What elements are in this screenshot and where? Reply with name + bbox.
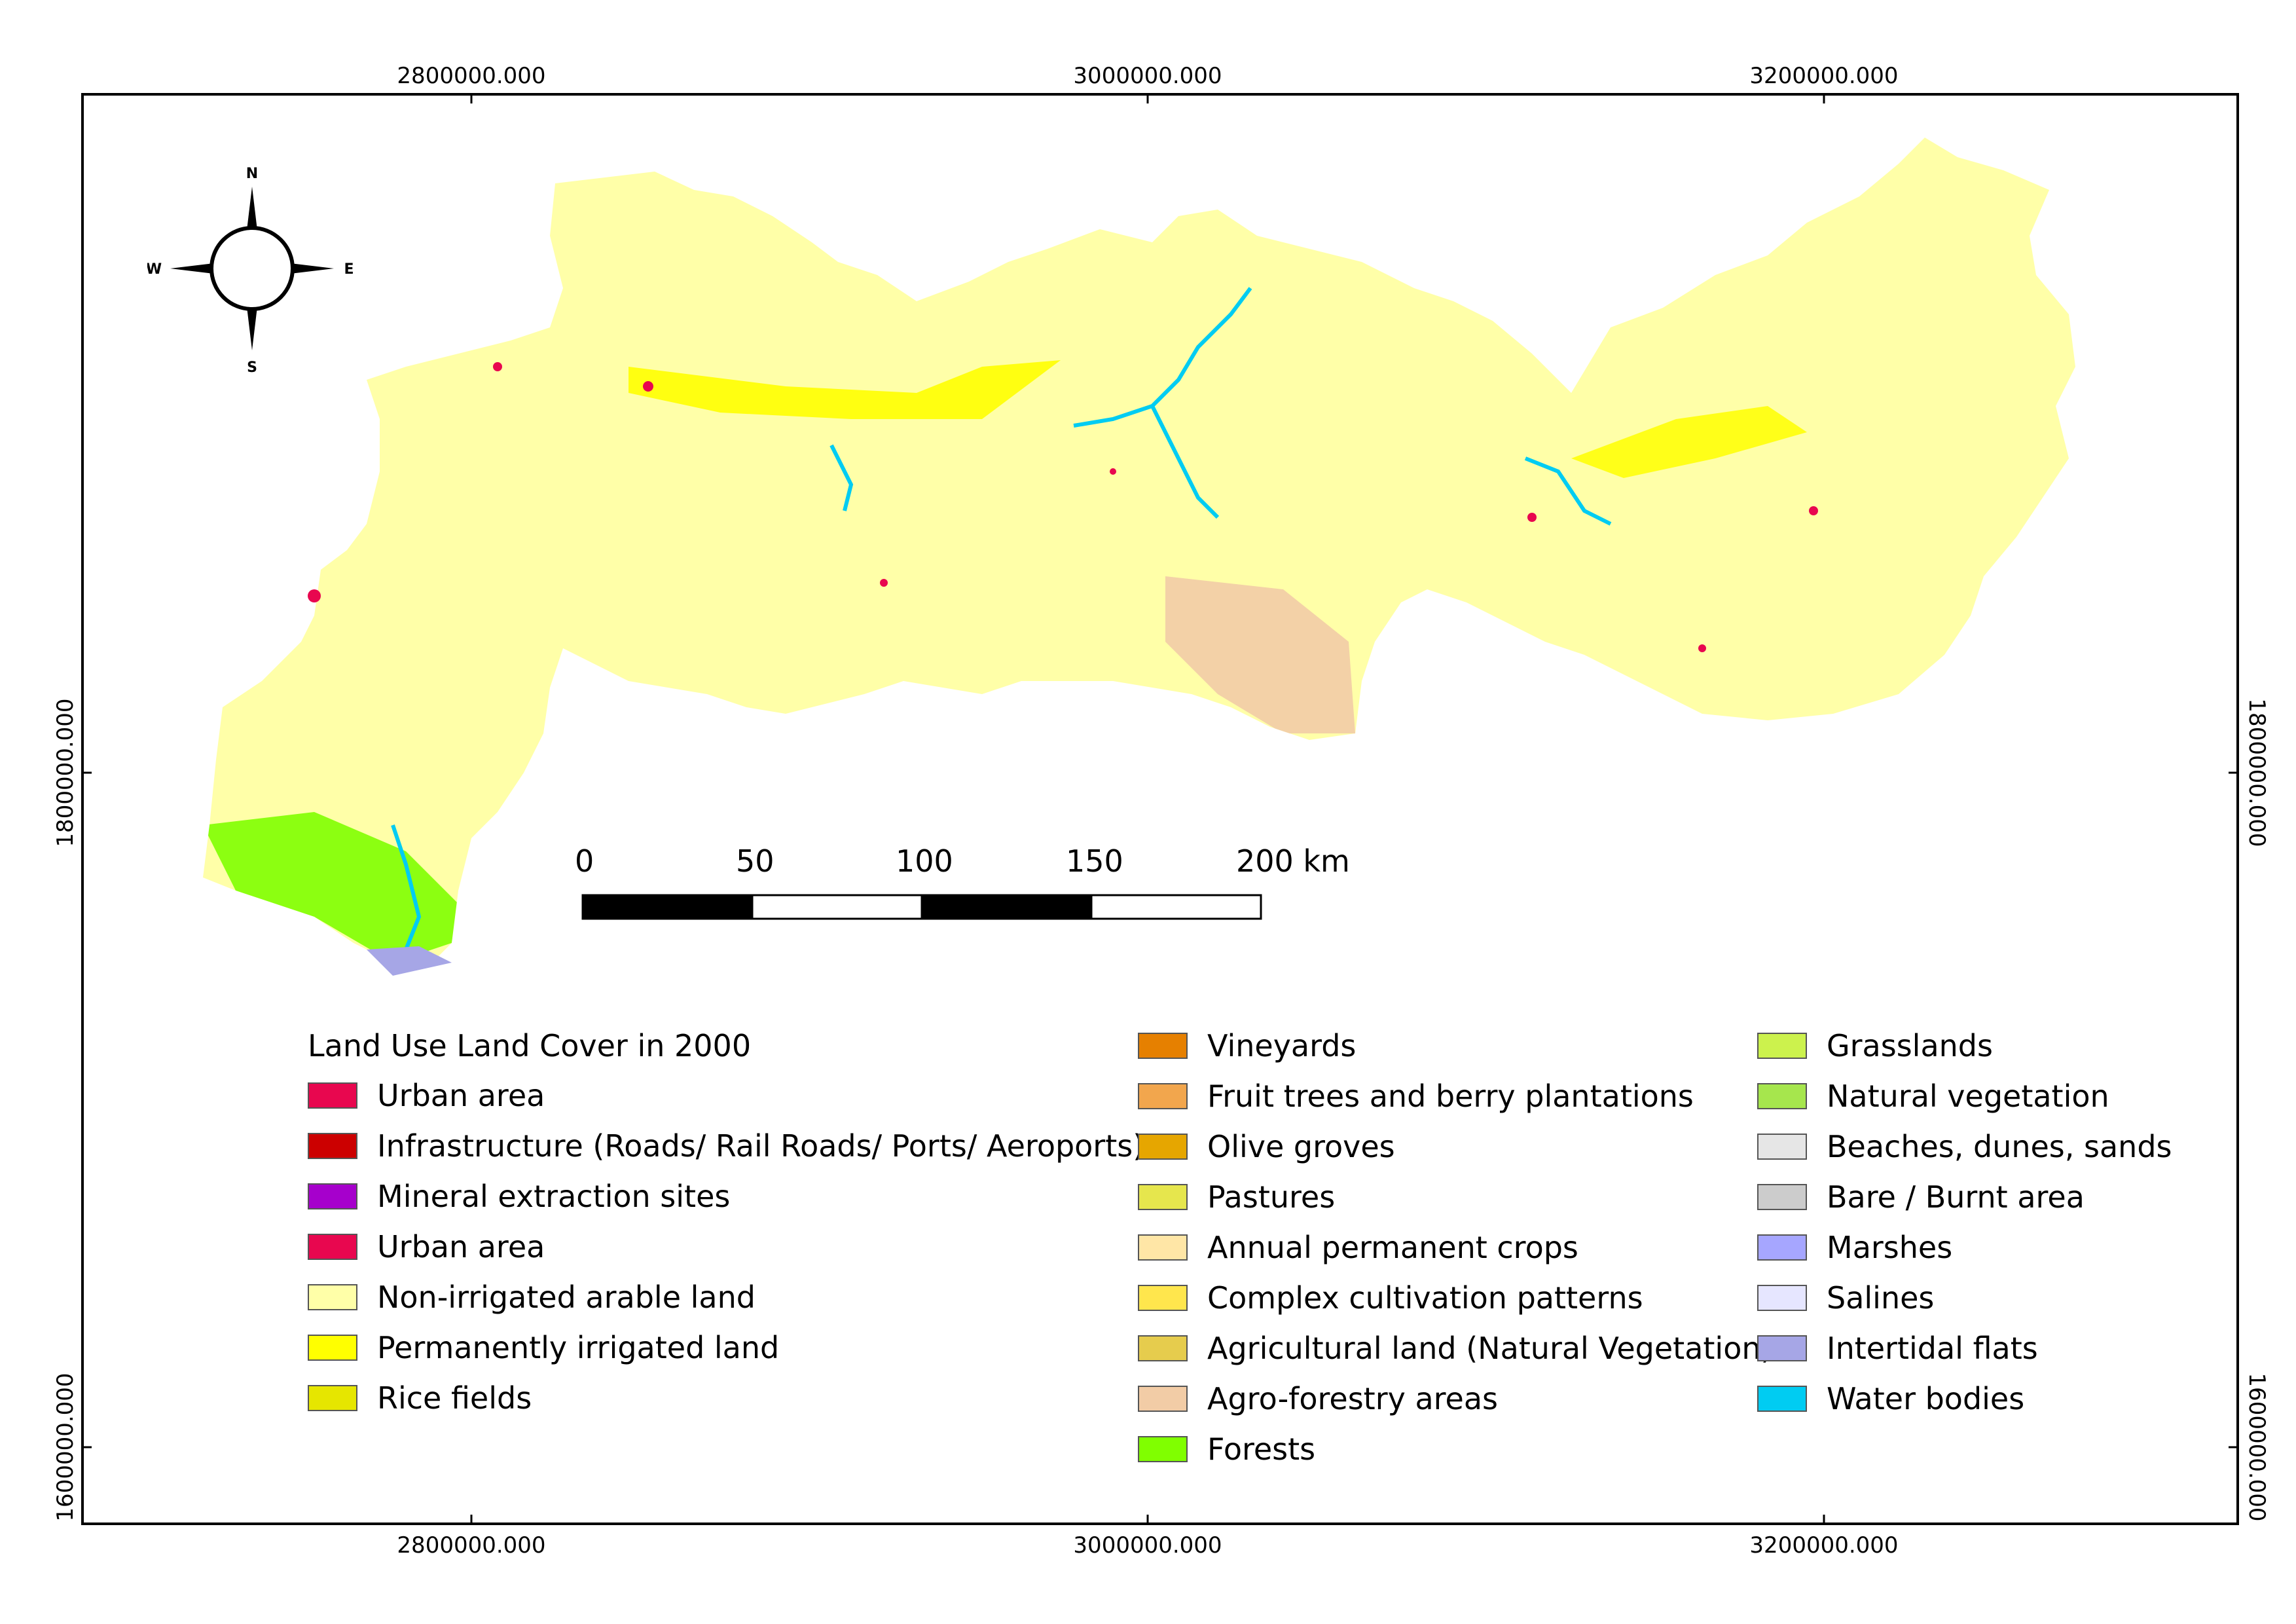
legend-label: Water bodies [1827,1381,2025,1416]
legend-swatch [308,1183,357,1209]
legend-label: Urban area [377,1078,545,1113]
legend-item: Urban area [308,1078,545,1113]
legend-swatch [308,1335,357,1361]
legend-label: Pastures [1207,1179,1336,1215]
scale-label-100: 100 [896,843,953,879]
legend-label: Fruit trees and berry plantations [1207,1079,1694,1114]
legend-label: Permanently irrigated land [377,1330,780,1365]
scale-label-0: 0 [575,843,594,879]
legend-swatch [1138,1285,1188,1311]
legend-item: Grasslands [1757,1028,1993,1063]
legend-label: Non-irrigated arable land [377,1280,756,1315]
scale-label-200: 200 km [1236,843,1350,879]
legend-swatch [1757,1234,1807,1261]
legend-label: Annual permanent crops [1207,1230,1578,1265]
legend-label: Natural vegetation [1827,1079,2109,1114]
legend-item: Vineyards [1138,1028,1356,1063]
legend-swatch [308,1385,357,1411]
legend-label: Infrastructure (Roads/ Rail Roads/ Ports… [377,1128,1145,1164]
legend-swatch [1138,1083,1188,1109]
coord-top-1: 2800000.000 [397,63,546,89]
legend-swatch [1757,1134,1807,1160]
legend-item: Agricultural land (Natural Vegetation) [1138,1331,1772,1366]
legend-swatch [1138,1184,1188,1210]
scale-label-150: 150 [1066,843,1123,879]
legend-item: Bare / Burnt area [1757,1179,2085,1215]
legend-swatch [1757,1285,1807,1311]
legend-swatch [308,1082,357,1109]
legend-item: Water bodies [1757,1381,2024,1416]
legend-swatch [1757,1386,1807,1412]
legend-label: Vineyards [1207,1028,1357,1063]
legend-item: Urban area [308,1229,545,1264]
legend-label: Agricultural land (Natural Vegetation) [1207,1331,1773,1366]
legend-label: Rice fields [377,1380,532,1416]
legend-swatch [1138,1436,1188,1462]
coord-top-3: 3200000.000 [1749,63,1899,89]
legend-swatch [308,1133,357,1159]
coord-top-2: 3000000.000 [1073,63,1222,89]
compass-w: W [147,261,162,278]
legend-item: Fruit trees and berry plantations [1138,1079,1694,1114]
compass-e: E [344,261,354,278]
legend-swatch [1138,1134,1188,1160]
legend-swatch [1138,1033,1188,1059]
legend-label: Forests [1207,1431,1316,1467]
legend-item: Mineral extraction sites [308,1179,730,1214]
coord-bottom-1: 2800000.000 [397,1532,546,1559]
legend-label: Agro-forestry areas [1207,1381,1499,1416]
legend-swatch [1757,1083,1807,1109]
legend-item: Salines [1757,1280,1934,1316]
legend-item: Non-irrigated arable land [308,1280,756,1315]
legend-swatch [1757,1335,1807,1361]
legend-swatch [308,1284,357,1310]
scale-label-50: 50 [736,843,774,879]
legend-item: Pastures [1138,1179,1335,1215]
legend-swatch [1757,1033,1807,1059]
compass-rose-icon: N S W E [147,166,354,373]
legend-label: Marshes [1827,1230,1953,1265]
legend-label: Bare / Burnt area [1827,1179,2085,1215]
legend-label: Complex cultivation patterns [1207,1280,1643,1316]
legend-swatch [308,1234,357,1260]
legend-swatch [1138,1335,1188,1361]
legend-item: Intertidal flats [1757,1331,2038,1366]
coord-bottom-3: 3200000.000 [1749,1532,1899,1559]
legend-label: Grasslands [1827,1028,1993,1063]
legend-item: Complex cultivation patterns [1138,1280,1643,1316]
legend-item: Forests [1138,1431,1315,1467]
legend-label: Olive groves [1207,1129,1395,1164]
coord-bottom-2: 3000000.000 [1073,1532,1222,1559]
compass-n: N [246,166,258,182]
legend-label: Beaches, dunes, sands [1827,1129,2172,1164]
legend-swatch [1138,1386,1188,1412]
legend-item: Infrastructure (Roads/ Rail Roads/ Ports… [308,1128,1144,1164]
legend-item: Permanently irrigated land [308,1330,779,1365]
legend-item: Agro-forestry areas [1138,1381,1498,1416]
legend-item: Marshes [1757,1230,1952,1265]
legend-label: Salines [1827,1280,1935,1316]
legend-item: Beaches, dunes, sands [1757,1129,2172,1164]
legend-item: Rice fields [308,1380,532,1416]
legend-swatch [1138,1234,1188,1261]
legend-item: Natural vegetation [1757,1079,2109,1114]
compass-s: S [247,360,257,373]
legend-item: Olive groves [1138,1129,1395,1164]
legend-label: Mineral extraction sites [377,1179,731,1214]
legend-label: Intertidal flats [1827,1331,2038,1366]
legend-label: Urban area [377,1229,545,1264]
legend-title: Land Use Land Cover in 2000 [308,1028,752,1063]
legend-swatch [1757,1184,1807,1210]
legend-item: Annual permanent crops [1138,1230,1578,1265]
